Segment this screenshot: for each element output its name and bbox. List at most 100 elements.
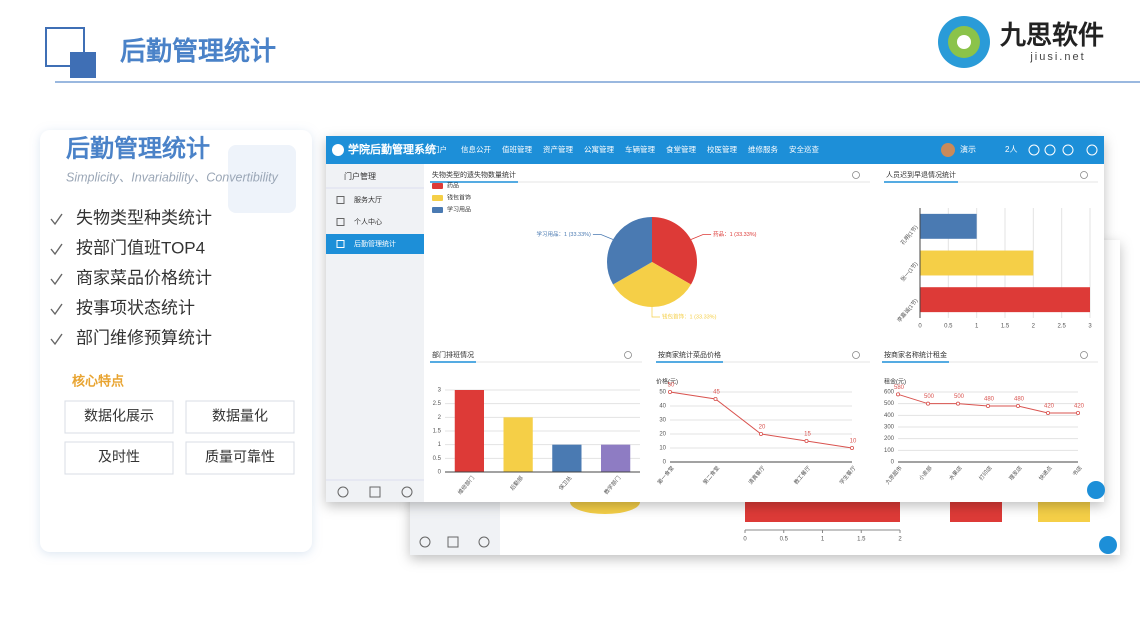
bar: [454, 390, 484, 472]
check-icon: [50, 303, 63, 316]
y-tick-label: 2.5: [433, 401, 442, 407]
top-bar: [326, 136, 1104, 164]
data-label: 药品：1 (33.33%): [713, 230, 757, 238]
toolbar-icon[interactable]: [1086, 144, 1098, 156]
point: [668, 389, 673, 394]
x-tick-label: 1.5: [857, 537, 866, 543]
leader-line: [690, 234, 712, 240]
point: [850, 445, 855, 450]
nav-item: 公寓管理: [584, 144, 614, 154]
y-tick-label: 200: [884, 436, 895, 442]
data-label: 500: [954, 394, 965, 400]
data-label: 10: [850, 439, 857, 445]
menu-active: [326, 234, 424, 254]
app-name: 学院后勤管理系统: [348, 142, 436, 156]
icon: [337, 486, 349, 498]
core-box: [64, 441, 174, 475]
y-tick-label: 0: [663, 460, 667, 466]
back-bar: [1038, 500, 1090, 522]
logo-name: 九思软件: [999, 20, 1104, 50]
y-tick-label: 3: [438, 388, 442, 394]
point: [713, 396, 718, 401]
avatar: [941, 143, 955, 157]
back-help: [1099, 536, 1117, 554]
panel-title: 按商家统计菜品价格: [658, 350, 721, 359]
data-label: 500: [924, 394, 935, 400]
data-label: 420: [1044, 404, 1055, 410]
core-box: [185, 441, 295, 475]
feature-item: 商家菜品价格统计: [76, 268, 212, 287]
refresh-icon: [1080, 171, 1088, 179]
check-icon: [50, 243, 63, 256]
point: [926, 401, 931, 406]
logo-url: jiusi.net: [1029, 51, 1085, 63]
point: [1046, 410, 1051, 415]
nav-item: 信息公开: [461, 144, 491, 154]
y-tick-label: 30: [659, 418, 666, 424]
x-tick-label: 2: [1032, 324, 1036, 330]
sidebar: [326, 164, 424, 502]
y-tick-label: 0: [891, 460, 895, 466]
nav-item: 门户: [432, 144, 447, 154]
sidebar-title: 门户管理: [344, 171, 376, 181]
logo: [938, 16, 990, 68]
x-tick-label: 1.5: [1001, 324, 1010, 330]
menu-icon: [336, 218, 345, 226]
legend-swatch: [432, 183, 443, 189]
point: [1076, 410, 1081, 415]
bar: [601, 444, 631, 472]
y-tick-label: 1.5: [433, 429, 442, 435]
legend-swatch: [432, 195, 443, 201]
check-icon: [50, 213, 63, 226]
point: [1016, 403, 1021, 408]
x-tick-label: 3: [1088, 324, 1092, 330]
pie-slice: [652, 217, 697, 285]
x-tick-label: 2: [898, 537, 902, 543]
check-icon: [50, 273, 63, 286]
bar: [920, 213, 977, 239]
back-bar: [950, 500, 1002, 522]
y-tick-label: 100: [884, 448, 895, 454]
bar: [920, 287, 1090, 313]
y-tick-label: 0: [438, 470, 442, 476]
data-label: 480: [984, 397, 995, 403]
front-screenshot: 学院后勤管理系统 门户 信息公开 值班管理 资产管理 公寓管理 车辆管理 食堂管理 校医管理 维…: [326, 136, 1105, 502]
legend-label: 学习用品: [447, 206, 471, 214]
menu-item: 后勤管理统计: [354, 239, 396, 248]
nav-item: 车辆管理: [625, 144, 655, 154]
pie-slice: [607, 217, 652, 285]
core-item: 质量可靠性: [205, 449, 275, 465]
y-tick-label: 50: [659, 390, 666, 396]
check-icon: [50, 333, 63, 346]
data-label: 学习用品：1 (33.33%): [536, 230, 591, 238]
point: [804, 438, 809, 443]
card-subtitle: Simplicity、Invariability、Convertibility: [66, 170, 279, 184]
refresh-icon: [1080, 351, 1088, 359]
data-label: 钱包首饰：1 (33.33%): [662, 312, 717, 320]
y-tick-label: 400: [884, 413, 895, 419]
header-icon: [45, 27, 85, 67]
data-label: 420: [1074, 404, 1085, 410]
nav-item: 食堂管理: [666, 144, 696, 154]
panel-title: 人员迟到早退情况统计: [886, 170, 956, 179]
x-tick-label: 1: [975, 324, 979, 330]
core-title: 核心特点: [72, 373, 124, 388]
core-item: 数据化展示: [84, 408, 154, 424]
menu-item: 服务大厅: [354, 195, 382, 204]
help-button[interactable]: [1087, 481, 1105, 499]
core-item: 数据量化: [212, 408, 268, 424]
data-label: 20: [759, 425, 766, 431]
refresh-icon: [852, 171, 860, 179]
toolbar-icon[interactable]: [1044, 144, 1056, 156]
point: [759, 431, 764, 436]
toolbar-icon[interactable]: [1062, 144, 1074, 156]
user-name: 演示: [960, 144, 976, 154]
data-label: 50: [668, 383, 675, 389]
icon: [447, 536, 459, 548]
data-label: 480: [1014, 397, 1025, 403]
feature-item: 按事项状态统计: [76, 298, 195, 317]
leader-line: [592, 234, 614, 240]
toolbar-icon[interactable]: [1028, 144, 1040, 156]
menu-icon: [336, 196, 345, 204]
